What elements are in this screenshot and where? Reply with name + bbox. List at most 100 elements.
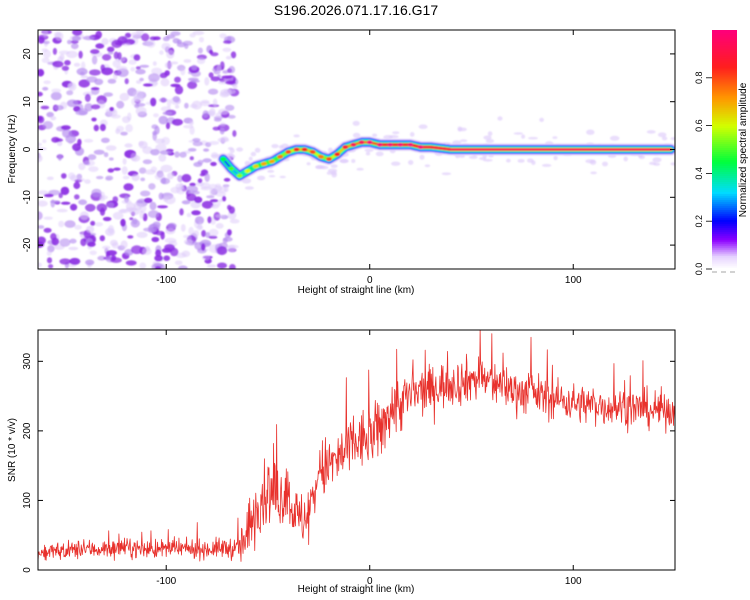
noise-blob — [112, 72, 118, 80]
noise-blob — [123, 183, 134, 191]
colorbar-cell — [712, 77, 737, 81]
noise-blob — [319, 165, 329, 170]
noise-blob — [175, 183, 185, 190]
noise-blob — [222, 195, 227, 202]
noise-blob — [89, 250, 97, 256]
colorbar-cell — [712, 153, 737, 157]
colorbar-cell — [712, 51, 737, 55]
noise-blob — [372, 133, 378, 138]
noise-blob — [130, 32, 143, 37]
noise-blob — [201, 255, 211, 261]
noise-blob — [187, 81, 198, 89]
noise-blob — [223, 40, 232, 44]
noise-blob — [143, 227, 154, 232]
noise-blob — [209, 49, 213, 55]
noise-blob — [128, 59, 137, 65]
noise-blob — [86, 76, 98, 83]
noise-blob — [189, 120, 194, 126]
noise-blob — [244, 186, 254, 190]
noise-blob — [116, 100, 125, 109]
noise-blob — [623, 156, 628, 162]
noise-blob — [189, 126, 195, 135]
colorbar-cell — [712, 167, 737, 171]
noise-blob — [78, 79, 90, 88]
colorbar-cell — [712, 131, 737, 135]
colorbar-cell — [712, 57, 737, 61]
colorbar-cell — [712, 87, 737, 91]
noise-blob — [180, 224, 186, 232]
colorbar-cell — [712, 47, 737, 51]
noise-blob — [229, 264, 236, 269]
noise-blob — [81, 61, 86, 70]
noise-blob — [248, 156, 253, 161]
noise-blob — [392, 131, 400, 135]
colorbar-cell — [712, 247, 737, 250]
noise-blob — [159, 72, 168, 79]
noise-blob — [83, 138, 94, 143]
noise-blob — [513, 132, 523, 135]
noise-blob — [227, 204, 232, 211]
noise-blob — [192, 230, 200, 237]
noise-blob — [174, 85, 184, 95]
colorbar-cell — [712, 79, 737, 83]
noise-blob — [218, 108, 229, 115]
noise-blob — [165, 122, 171, 130]
colorbar-cell — [712, 105, 737, 109]
noise-blob — [151, 81, 158, 86]
x-tick-label: 100 — [565, 275, 582, 286]
noise-blob — [120, 240, 128, 249]
noise-blob — [164, 244, 175, 251]
noise-blob — [129, 217, 134, 221]
noise-blob — [197, 178, 203, 184]
noise-blob — [59, 238, 71, 247]
noise-blob — [160, 78, 170, 87]
noise-blob — [589, 159, 597, 165]
colorbar-cell — [712, 67, 737, 71]
noise-blob — [527, 158, 534, 163]
noise-blob — [164, 61, 173, 69]
noise-blob — [146, 39, 156, 48]
noise-blob — [223, 185, 229, 193]
noise-blob — [419, 154, 425, 160]
colorbar-cell — [712, 249, 737, 252]
noise-blob — [352, 120, 360, 126]
noise-blob — [208, 72, 214, 78]
noise-blob — [99, 123, 106, 132]
colorbar-cell — [712, 191, 737, 194]
noise-blob — [58, 220, 65, 228]
colorbar-cell — [712, 53, 737, 57]
colorbar-cell — [712, 231, 737, 234]
y-tick-label: 100 — [22, 492, 33, 509]
noise-blob — [136, 80, 142, 84]
noise-blob — [163, 255, 171, 261]
noise-blob — [186, 185, 199, 193]
noise-blob — [38, 36, 45, 44]
noise-blob — [356, 167, 364, 171]
colorbar-cell — [712, 233, 737, 236]
noise-blob — [124, 143, 133, 148]
noise-blob — [216, 64, 222, 73]
colorbar-cell — [712, 43, 737, 47]
noise-blob — [225, 55, 232, 60]
colorbar-cell — [712, 257, 737, 260]
noise-blob — [186, 212, 192, 218]
noise-blob — [162, 111, 172, 116]
noise-blob — [142, 159, 153, 165]
noise-blob — [154, 125, 160, 135]
noise-blob — [202, 158, 212, 163]
spectral-ridge — [217, 136, 675, 182]
noise-blob — [85, 203, 96, 212]
x-tick-label: 0 — [367, 275, 373, 286]
noise-blob — [167, 172, 174, 180]
colorbar-cell — [712, 81, 737, 85]
ridge-peak — [309, 149, 316, 154]
noise-blob — [468, 155, 478, 159]
noise-blob — [209, 199, 219, 203]
noise-blob — [96, 203, 108, 212]
noise-blob — [116, 125, 125, 132]
colorbar-cell — [712, 30, 737, 33]
colorbar-cell — [712, 155, 737, 159]
noise-blob — [197, 47, 203, 54]
noise-blob — [539, 117, 544, 122]
noise-blob — [202, 110, 209, 118]
